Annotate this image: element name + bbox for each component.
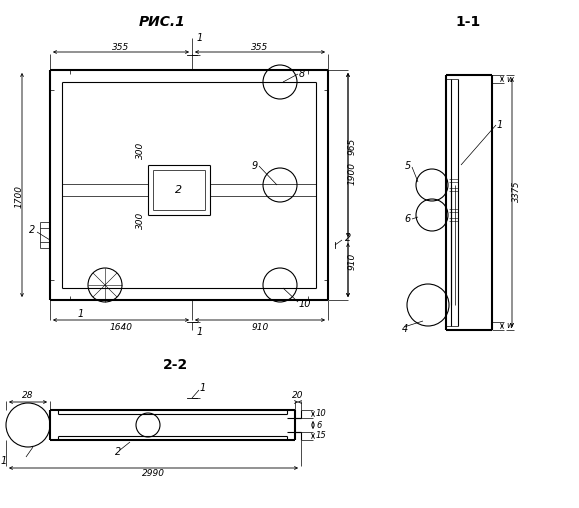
Text: 2: 2 — [115, 447, 121, 457]
Text: 1: 1 — [197, 33, 203, 43]
Text: 1640: 1640 — [109, 324, 133, 333]
Text: 355: 355 — [251, 44, 269, 52]
Text: 1: 1 — [497, 120, 503, 130]
Text: 965: 965 — [347, 138, 357, 155]
Text: 910: 910 — [251, 324, 269, 333]
Text: 2: 2 — [29, 225, 35, 235]
Text: 1: 1 — [78, 309, 85, 319]
Text: 4: 4 — [402, 324, 408, 334]
Text: 1: 1 — [200, 383, 206, 393]
Text: w: w — [506, 322, 513, 331]
Text: 20: 20 — [292, 392, 304, 400]
Text: 10: 10 — [316, 409, 327, 419]
Text: 300: 300 — [135, 141, 145, 158]
Text: 355: 355 — [112, 44, 130, 52]
Text: 5: 5 — [405, 161, 411, 171]
Text: 2990: 2990 — [141, 468, 164, 478]
Text: 6: 6 — [316, 421, 321, 429]
Text: 8: 8 — [299, 69, 305, 79]
Text: 1: 1 — [197, 327, 203, 337]
Text: 300: 300 — [135, 211, 145, 229]
Text: 1900: 1900 — [347, 162, 357, 185]
Text: 28: 28 — [22, 392, 34, 400]
Text: 1700: 1700 — [14, 185, 24, 208]
Text: 9: 9 — [252, 161, 258, 171]
Text: 2-2: 2-2 — [162, 358, 188, 372]
Text: w: w — [506, 75, 513, 83]
Text: 6: 6 — [405, 214, 411, 224]
Text: 15: 15 — [316, 431, 327, 440]
Text: 1-1: 1-1 — [455, 15, 481, 29]
Text: 3375: 3375 — [511, 181, 521, 203]
Text: 1: 1 — [1, 456, 8, 466]
Text: РИС.1: РИС.1 — [138, 15, 185, 29]
Text: 2: 2 — [345, 233, 351, 243]
Text: 910: 910 — [347, 253, 357, 270]
Text: 10: 10 — [299, 299, 312, 309]
Text: 2: 2 — [175, 185, 182, 195]
